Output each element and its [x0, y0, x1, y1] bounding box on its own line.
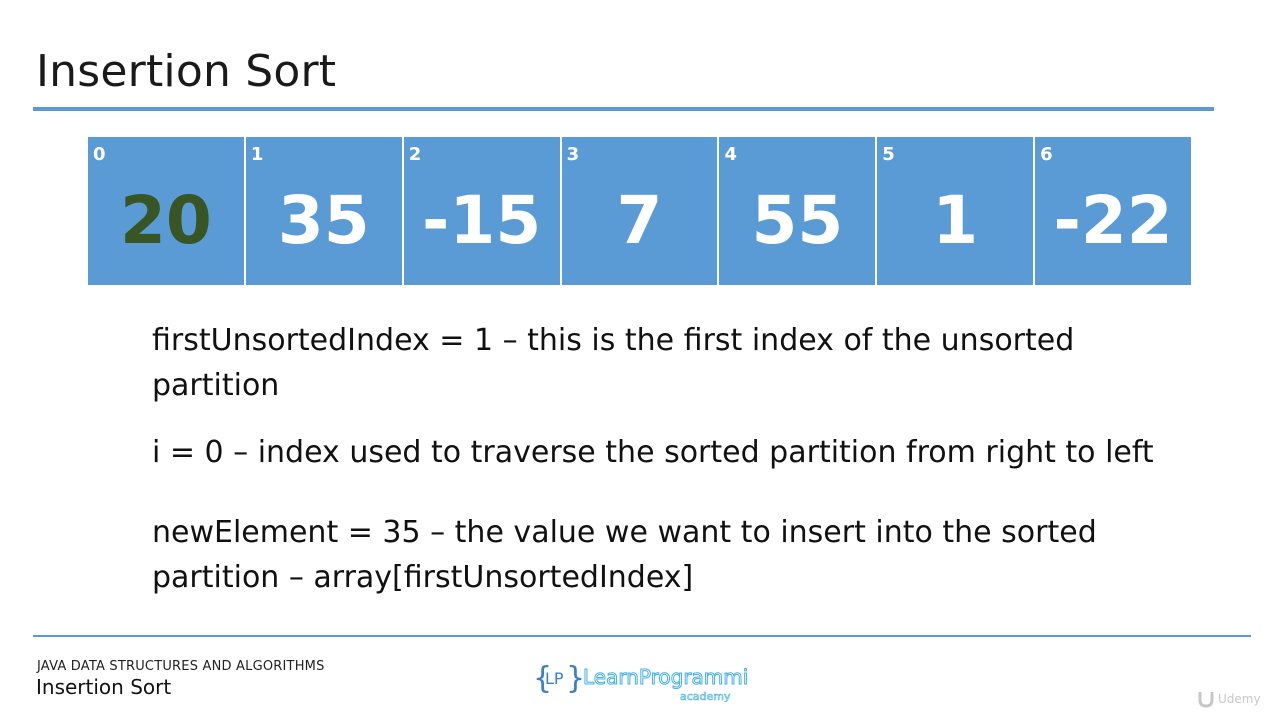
cell-value: 20	[120, 182, 212, 259]
array-cell-3: 3 7	[561, 137, 720, 285]
learnprogramming-logo: { LP } LearnProgramming academy	[533, 661, 748, 702]
udemy-watermark: Udemy	[1198, 692, 1261, 708]
udemy-icon	[1198, 692, 1214, 708]
svg-text:}: }	[566, 661, 585, 696]
slide-title: Insertion Sort	[36, 46, 337, 97]
cell-index: 0	[93, 144, 106, 165]
array-cell-6: 6 -22	[1035, 137, 1192, 285]
cell-value: 1	[932, 182, 979, 259]
array-cell-5: 5 1	[877, 137, 1036, 285]
svg-text:LP: LP	[545, 669, 564, 688]
footer-divider	[33, 635, 1251, 637]
cell-index: 4	[724, 144, 737, 165]
cell-value: 35	[277, 182, 370, 259]
note-first-unsorted-index: firstUnsortedIndex = 1 – this is the fir…	[152, 323, 1075, 403]
udemy-label: Udemy	[1218, 692, 1261, 706]
cell-index: 1	[250, 144, 264, 165]
cell-value: -22	[1053, 182, 1173, 259]
note-new-element: newElement = 35 – the value we want to i…	[152, 515, 1097, 595]
course-name: JAVA DATA STRUCTURES AND ALGORITHMS	[37, 659, 325, 674]
title-divider	[33, 107, 1214, 111]
array-cell-4: 4 55	[719, 137, 878, 285]
cell-value: 7	[616, 182, 663, 259]
cell-index: 6	[1040, 144, 1053, 165]
array-cell-1: 1 35	[245, 137, 404, 285]
cell-value: -15	[422, 182, 542, 259]
cell-index: 2	[408, 144, 422, 165]
cell-index: 5	[882, 144, 895, 165]
logo-wordmark: LearnProgramming	[583, 665, 748, 689]
svg-text:{: {	[533, 661, 552, 696]
cell-index: 3	[566, 144, 580, 165]
array-cell-0: 0 20	[88, 137, 246, 285]
array-diagram: 0 20 1 35 2 -15 3 7 4 55 5 1 6 -22	[88, 137, 1192, 285]
cell-value: 55	[751, 182, 844, 259]
logo-subtitle: academy	[680, 690, 731, 702]
array-cell-2: 2 -15	[403, 137, 562, 285]
footer-title: Insertion Sort	[36, 675, 172, 699]
note-i-variable: i = 0 – index used to traverse the sorte…	[152, 435, 1154, 470]
